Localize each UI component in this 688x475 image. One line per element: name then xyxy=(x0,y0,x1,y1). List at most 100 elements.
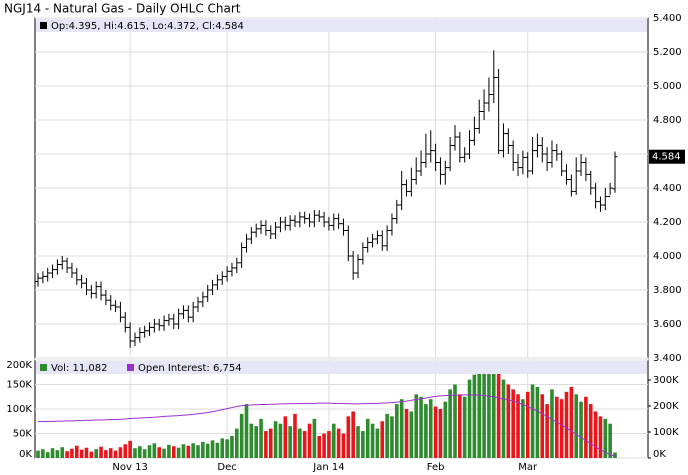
volume-bar xyxy=(395,404,399,458)
y-tick-label: 4.000 xyxy=(653,251,682,262)
volume-bar xyxy=(244,404,249,458)
x-tick-label: Feb xyxy=(427,462,445,473)
volume-bar xyxy=(283,416,288,458)
volume-bar xyxy=(375,428,380,458)
y2-tick-label: 200K xyxy=(653,401,679,412)
volume-bar xyxy=(84,447,89,458)
volume-bar xyxy=(370,423,375,458)
volume-bar xyxy=(79,449,84,458)
volume-bar xyxy=(390,416,394,458)
open-interest-line xyxy=(38,394,616,457)
volume-bar xyxy=(462,396,467,458)
volume-bar xyxy=(361,431,365,458)
volume-bar xyxy=(491,362,496,458)
volume-bar xyxy=(167,444,171,458)
legend-text: Op:4.395, Hi:4.615, Lo:4.372, Cl:4.584 xyxy=(51,21,244,32)
volume-bar xyxy=(613,452,617,458)
volume-bar xyxy=(298,428,302,458)
y-tick-label: 5.000 xyxy=(653,81,682,92)
volume-bar xyxy=(521,399,525,458)
y-tick-label: 5.400 xyxy=(653,13,682,24)
volume-bar xyxy=(506,384,511,458)
volume-bar xyxy=(608,423,612,458)
volume-bar xyxy=(322,433,326,458)
volume-bar xyxy=(336,428,341,458)
volume-bar xyxy=(254,426,258,458)
volume-bar xyxy=(593,411,598,458)
volume-bar xyxy=(60,447,65,458)
volume-bar xyxy=(123,444,128,458)
volume-bar xyxy=(302,431,307,458)
volume-bar xyxy=(511,389,515,458)
volume-bar xyxy=(45,452,50,458)
volume-bar xyxy=(74,445,79,458)
volume-bar xyxy=(443,401,448,458)
y-tick-label: 100K xyxy=(6,404,32,415)
volume-bar xyxy=(448,389,452,458)
volume-bar xyxy=(273,421,278,458)
volume-bar xyxy=(108,448,113,458)
volume-bar xyxy=(598,416,603,458)
volume-bar xyxy=(293,413,297,458)
volume-bar xyxy=(239,413,244,458)
volume-bar xyxy=(428,399,433,458)
volume-bar xyxy=(191,443,195,458)
volume-bar xyxy=(477,369,482,458)
volume-bar xyxy=(453,384,457,458)
volume-bar xyxy=(186,445,191,458)
legend-swatch xyxy=(40,22,47,29)
volume-bar xyxy=(104,450,108,458)
y2-tick-label: 0K xyxy=(653,449,666,460)
volume-bar xyxy=(268,428,273,458)
volume-bar xyxy=(89,451,94,458)
volume-bar xyxy=(414,394,419,458)
volume-bar xyxy=(525,391,530,458)
y-tick-label: 3.600 xyxy=(653,319,682,330)
volume-bar xyxy=(365,418,370,458)
y-tick-label: 4.800 xyxy=(653,115,682,126)
volume-bar xyxy=(205,443,210,458)
volume-bar xyxy=(210,440,215,458)
volume-bar xyxy=(574,394,579,458)
volume-bar xyxy=(569,386,574,458)
volume-bar xyxy=(152,443,157,458)
x-tick-label: Nov 13 xyxy=(112,462,147,473)
volume-bar xyxy=(176,447,181,458)
volume-bar xyxy=(307,423,312,458)
volume-bar xyxy=(482,364,486,458)
y2-tick-label: 100K xyxy=(653,427,679,438)
volume-bar xyxy=(50,448,55,458)
volume-bar xyxy=(118,447,123,458)
volume-bar xyxy=(530,384,535,458)
volume-bar xyxy=(409,411,414,458)
volume-bar xyxy=(128,440,132,458)
volume-bar xyxy=(331,423,336,458)
volume-bar xyxy=(171,446,176,458)
volume-bar xyxy=(501,379,506,458)
legend-text: Open Interest: 6,754 xyxy=(138,363,242,374)
volume-bar xyxy=(419,396,423,458)
volume-bar xyxy=(99,446,103,458)
volume-bar xyxy=(351,411,355,458)
volume-bar xyxy=(94,449,98,458)
volume-bar xyxy=(487,372,491,458)
volume-bar xyxy=(220,438,225,458)
volume-bar xyxy=(41,449,45,458)
chart-title: NGJ14 - Natural Gas - Daily OHLC Chart xyxy=(4,2,241,16)
volume-bar xyxy=(312,418,317,458)
volume-bar xyxy=(36,450,40,458)
volume-bar xyxy=(346,416,351,458)
legend-swatch xyxy=(40,364,47,371)
volume-bar xyxy=(341,433,346,458)
volume-bar xyxy=(540,394,545,458)
volume-bar xyxy=(113,450,118,458)
volume-bar xyxy=(356,426,360,458)
volume-bar xyxy=(603,418,608,458)
volume-bar xyxy=(433,406,438,458)
volume-bar xyxy=(230,435,234,458)
volume-bar xyxy=(65,451,69,458)
volume-bar xyxy=(196,445,200,458)
volume-bar xyxy=(162,448,166,458)
volume-bar xyxy=(467,379,472,458)
volume-bar xyxy=(327,431,331,458)
